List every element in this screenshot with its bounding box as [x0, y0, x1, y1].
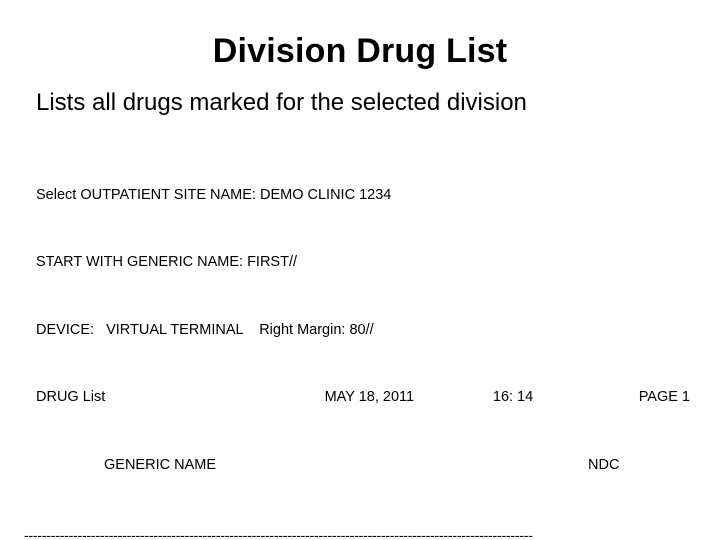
header-time: 16: 14 — [469, 386, 599, 408]
separator: ----------------------------------------… — [24, 527, 690, 540]
header-list-label: DRUG List — [36, 386, 325, 408]
col-ndc: NDC — [404, 454, 619, 476]
report-header: Select OUTPATIENT SITE NAME: DEMO CLINIC… — [36, 139, 690, 521]
header-device-line: DEVICE: VIRTUAL TERMINAL Right Margin: 8… — [36, 319, 690, 341]
page-title: Division Drug List — [30, 32, 690, 71]
header-list-line: DRUG List MAY 18, 2011 16: 14 PAGE 1 — [36, 386, 690, 408]
page-subtitle: Lists all drugs marked for the selected … — [36, 89, 690, 117]
header-date: MAY 18, 2011 — [325, 386, 469, 408]
header-site-line: Select OUTPATIENT SITE NAME: DEMO CLINIC… — [36, 184, 690, 206]
header-columns: GENERIC NAME NDC — [36, 454, 690, 476]
col-generic-name: GENERIC NAME — [36, 454, 404, 476]
header-page: PAGE 1 — [599, 386, 690, 408]
slide: Division Drug List Lists all drugs marke… — [0, 0, 720, 540]
header-start-line: START WITH GENERIC NAME: FIRST// — [36, 251, 690, 273]
